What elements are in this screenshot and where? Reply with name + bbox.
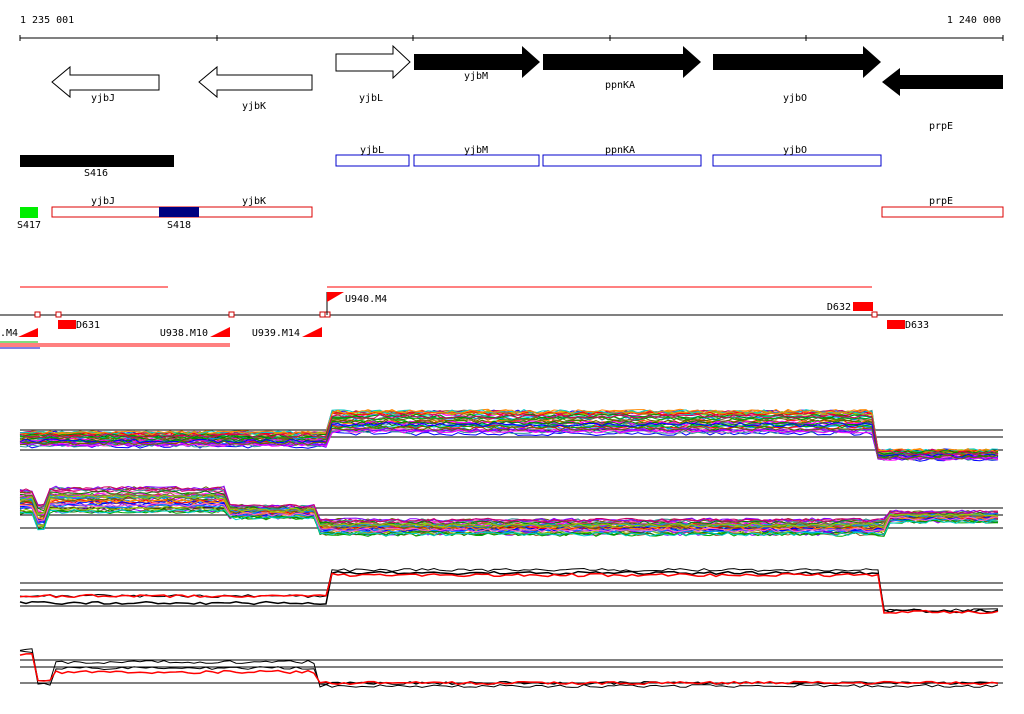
- upshift-label: U940.M4: [345, 294, 387, 305]
- segment-S417[interactable]: [20, 207, 38, 218]
- transcript-label: prpE: [929, 196, 953, 207]
- profile-trace: [19, 653, 999, 686]
- downshift-label: D633: [905, 320, 929, 331]
- profile-trace: [19, 494, 999, 528]
- profile-trace: [19, 508, 999, 537]
- segment-label: S418: [167, 220, 191, 231]
- transcript-label: yjbK: [242, 196, 266, 207]
- upshift-label: U938.M10: [160, 328, 208, 339]
- gene-label: yjbO: [783, 93, 807, 104]
- profile-trace: [19, 415, 999, 456]
- breakpoint-marker: [871, 311, 878, 318]
- segment-label: S416: [84, 168, 108, 179]
- breakpoint-marker: [34, 311, 41, 318]
- upshift-label: U939.M14: [252, 328, 300, 339]
- gene-label: yjbJ: [91, 93, 115, 104]
- profile-trace: [19, 572, 999, 615]
- downshift-label: D632: [827, 302, 851, 313]
- transcript-label: ppnKA: [605, 145, 635, 156]
- gene-label: yjbM: [464, 71, 488, 82]
- gene-ppnKA[interactable]: ppnKA: [543, 46, 701, 91]
- transcript-box[interactable]: [413, 154, 540, 167]
- profile-trace: [19, 508, 999, 537]
- profile-trace: [19, 420, 999, 458]
- breakpoint-marker: [228, 311, 235, 318]
- upshift-marker-U939[interactable]: [302, 327, 322, 337]
- segment-S416[interactable]: [20, 155, 174, 167]
- downshift-marker-D631[interactable]: [58, 320, 76, 329]
- profile-trace: [19, 570, 999, 614]
- blue-transcript-track: yjbL yjbM ppnKA yjbO: [335, 145, 882, 167]
- profile-trace: [19, 413, 999, 456]
- gene-label: yjbK: [242, 101, 266, 112]
- upshift-marker-U938[interactable]: [210, 327, 230, 337]
- profile-trace: [19, 425, 999, 460]
- coordinate-ruler: 1 235 001 1 240 000: [19, 15, 1004, 41]
- profile-trace: [19, 567, 998, 612]
- red-transcript-track: yjbJ yjbK S418 prpE: [51, 196, 1004, 231]
- profile-trace: [19, 486, 999, 523]
- downshift-marker-D633[interactable]: [887, 320, 905, 329]
- downshift-marker-D632[interactable]: [853, 302, 873, 311]
- profile-trace: [19, 409, 999, 454]
- transcript-label: yjbM: [464, 145, 488, 156]
- gene-label: yjbL: [359, 93, 383, 104]
- transcript-box[interactable]: [542, 154, 702, 167]
- gene-yjbM[interactable]: yjbM: [414, 46, 540, 82]
- shift-marker-track: .M4 D631 U938.M10 U939.M14 U940.M4 D632 …: [0, 286, 1003, 349]
- profile-trace: [19, 487, 999, 524]
- downshift-label: D631: [76, 320, 100, 331]
- transcript-label: yjbJ: [91, 196, 115, 207]
- gene-label: ppnKA: [605, 80, 635, 91]
- transcript-box[interactable]: [881, 206, 1004, 218]
- gene-yjbJ[interactable]: yjbJ: [51, 65, 160, 104]
- upshift-marker-partial[interactable]: [18, 328, 38, 337]
- segment-track: S416 S417: [17, 155, 174, 231]
- upshift-marker-U940[interactable]: [327, 292, 344, 302]
- upshift-label-partial: .M4: [0, 328, 18, 339]
- profile-trace: [19, 496, 999, 529]
- gene-prpE[interactable]: prpE: [882, 68, 1003, 132]
- profile-trace: [19, 650, 999, 686]
- segment-label: S417: [17, 220, 41, 231]
- profile-trace: [19, 427, 999, 461]
- segment-S418[interactable]: [159, 207, 199, 217]
- expression-profiles: [19, 408, 1003, 689]
- transcript-label: yjbL: [360, 145, 384, 156]
- gene-label: prpE: [929, 121, 953, 132]
- ruler-start-label: 1 235 001: [20, 15, 74, 26]
- gene-yjbL[interactable]: yjbL: [335, 44, 411, 104]
- profile-trace: [19, 648, 999, 689]
- profile-trace: [19, 415, 999, 456]
- gene-yjbO[interactable]: yjbO: [713, 46, 881, 104]
- ruler-end-label: 1 240 000: [947, 15, 1001, 26]
- breakpoint-marker: [55, 311, 62, 318]
- transcript-box[interactable]: [712, 154, 882, 167]
- profile-trace: [19, 502, 999, 533]
- transcript-box[interactable]: [335, 154, 410, 167]
- transcript-label: yjbO: [783, 145, 807, 156]
- gene-track: yjbJ yjbK yjbL yjbM ppnKA yjbO prpE: [51, 44, 1003, 132]
- gene-yjbK[interactable]: yjbK: [198, 65, 313, 112]
- breakpoint-marker: [319, 311, 326, 318]
